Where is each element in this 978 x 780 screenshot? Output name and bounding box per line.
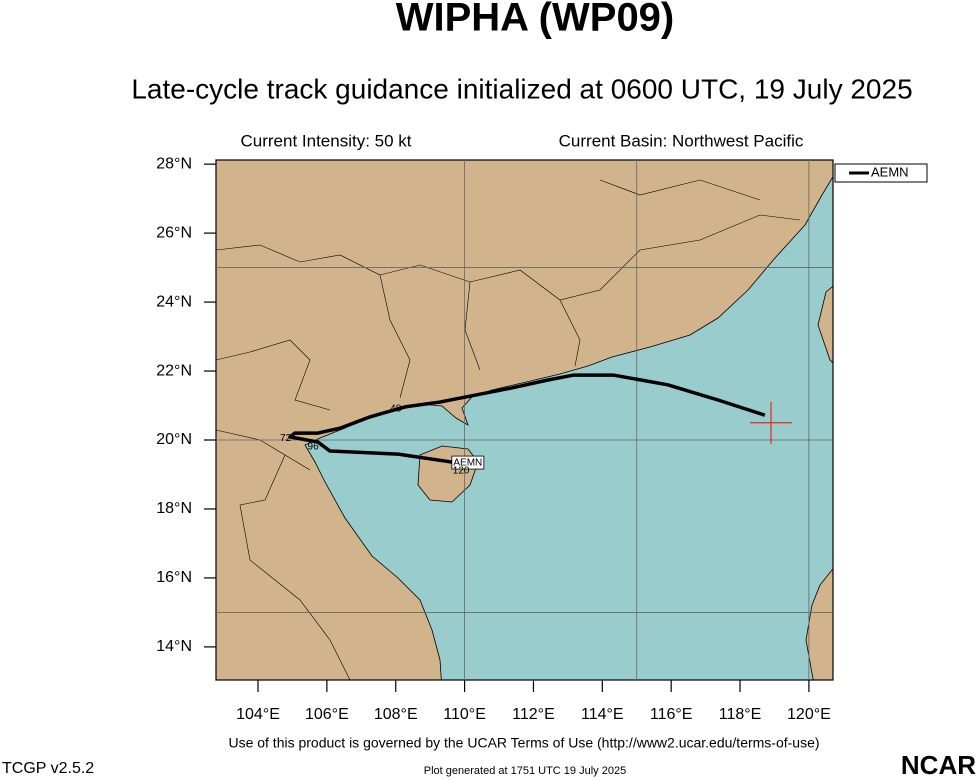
y-tick-label: 26°N <box>156 224 192 241</box>
basemap <box>216 160 833 680</box>
x-tick-label: 120°E <box>787 706 831 723</box>
hour-label: 72 <box>280 433 292 444</box>
y-tick-label: 24°N <box>156 293 192 310</box>
land <box>216 160 833 680</box>
x-tick-label: 108°E <box>374 706 418 723</box>
legend-box <box>834 163 928 183</box>
title: WIPHA (WP09) <box>396 0 675 40</box>
map-frame <box>215 159 834 681</box>
generated: Plot generated at 1751 UTC 19 July 2025 <box>424 765 626 777</box>
logo: NCAR <box>901 750 976 780</box>
overlay <box>216 160 833 680</box>
y-tick-label: 28°N <box>156 155 192 172</box>
y-tick-label: 16°N <box>156 569 192 586</box>
x-tick-label: 116°E <box>650 706 693 723</box>
track-line <box>288 373 766 464</box>
x-tick-label: 114°E <box>581 706 624 723</box>
track-label: AEMN <box>453 458 482 469</box>
track-label-box <box>451 455 485 470</box>
legend-label: AEMN <box>871 164 909 179</box>
left-header: Current Intensity: 50 kt <box>240 131 411 150</box>
subtitle: Late-cycle track guidance initialized at… <box>131 73 912 104</box>
y-tick-label: 18°N <box>156 500 192 517</box>
x-tick-label: 110°E <box>443 706 486 723</box>
x-tick-label: 106°E <box>305 706 349 723</box>
x-tick-label: 118°E <box>719 706 762 723</box>
borders <box>216 179 801 680</box>
x-tick-label: 112°E <box>512 706 555 723</box>
version: TCGP v2.5.2 <box>2 760 94 777</box>
footer: Use of this product is governed by the U… <box>228 735 819 751</box>
x-tick-label: 104°E <box>236 706 280 723</box>
y-tick-label: 22°N <box>156 362 192 379</box>
hour-label: 120 <box>453 466 470 477</box>
hour-label: 48 <box>390 404 402 415</box>
right-header: Current Basin: Northwest Pacific <box>559 131 804 150</box>
y-tick-label: 20°N <box>156 431 192 448</box>
taiwan <box>817 285 833 364</box>
hour-label: 96 <box>308 442 320 453</box>
y-tick-label: 14°N <box>156 638 192 655</box>
luzon <box>805 568 833 680</box>
